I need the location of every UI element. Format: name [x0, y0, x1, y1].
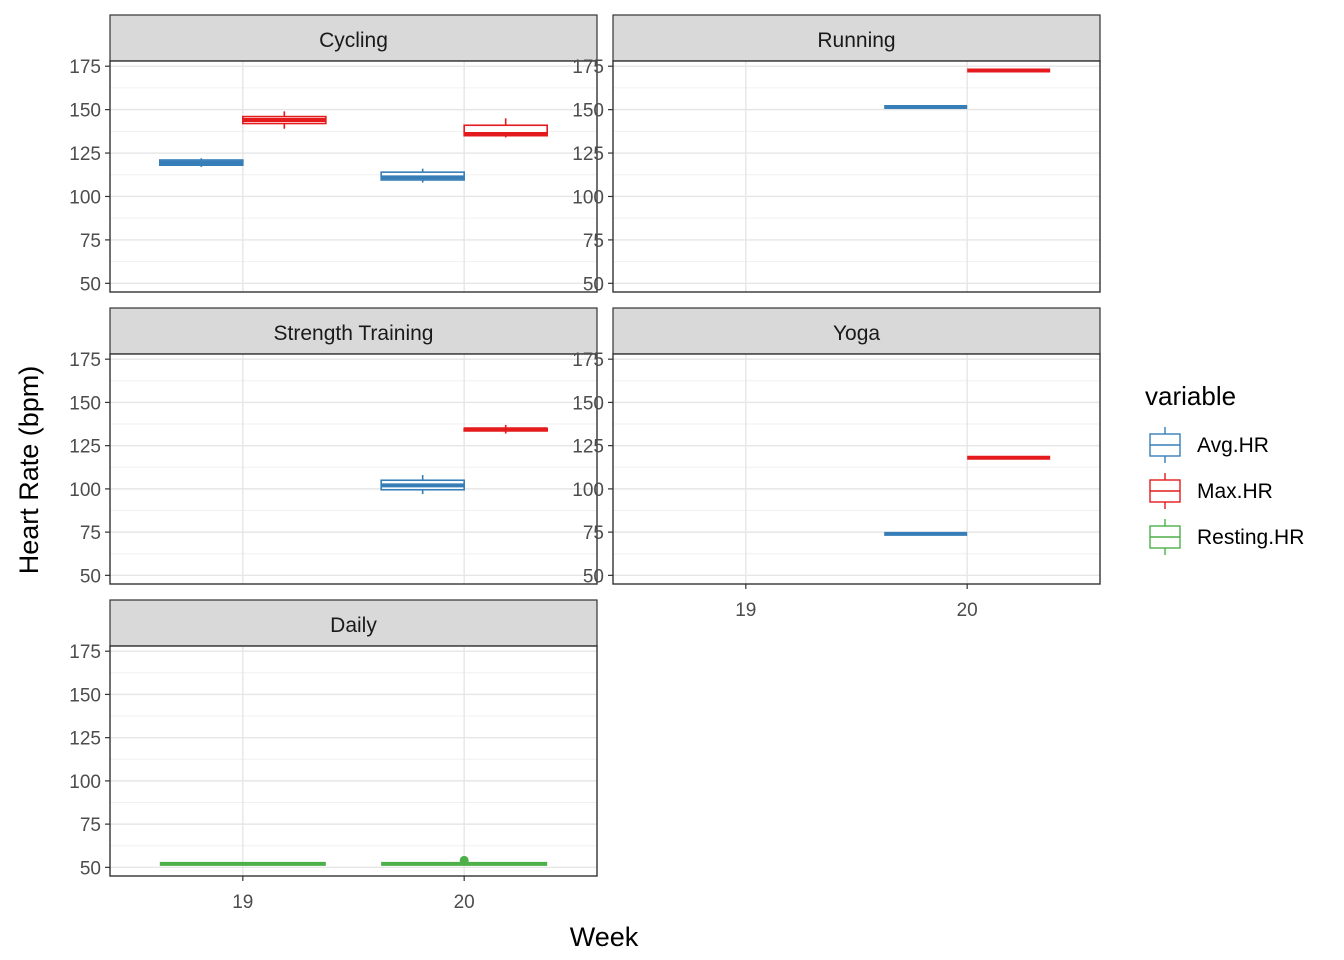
- legend-label: Avg.HR: [1197, 434, 1269, 457]
- y-tick-label: 125: [572, 437, 604, 458]
- box-outlier-point: [459, 855, 469, 865]
- y-tick-label: 50: [583, 274, 604, 295]
- y-tick-label: 100: [69, 772, 101, 793]
- y-tick-label: 150: [572, 101, 604, 122]
- facet-strip-label: Daily: [330, 614, 377, 637]
- y-tick-label: 175: [69, 57, 101, 78]
- y-tick-label: 75: [80, 523, 101, 544]
- y-tick-label: 175: [69, 350, 101, 371]
- facet-strip: [109, 599, 598, 647]
- y-tick-label: 125: [69, 144, 101, 165]
- x-axis-title: Week: [570, 922, 639, 952]
- y-tick-label: 100: [572, 480, 604, 501]
- y-tick-label: 75: [80, 231, 101, 252]
- panel-border: [109, 353, 598, 585]
- y-tick-label: 50: [80, 858, 101, 879]
- legend: variable Avg.HR Max.HR Resting.HR: [1145, 381, 1304, 557]
- facet-strip-label: Strength Training: [274, 322, 434, 345]
- facet-strip-label: Yoga: [833, 322, 880, 345]
- y-tick-label: 125: [572, 144, 604, 165]
- y-tick-label: 100: [69, 480, 101, 501]
- y-tick-label: 50: [583, 566, 604, 587]
- panel-border: [612, 60, 1101, 293]
- facet-strip: [109, 14, 598, 62]
- y-tick-label: 175: [69, 642, 101, 663]
- panel-border: [612, 353, 1101, 585]
- panel-background: [110, 354, 597, 584]
- box-resting-hr-week-20: [381, 855, 548, 866]
- y-tick-label: 75: [583, 231, 604, 252]
- y-tick-label: 50: [80, 566, 101, 587]
- facet-panel-daily: Daily 50 75 100 125 150 175 19 20: [69, 599, 598, 913]
- panel-border: [109, 645, 598, 877]
- legend-item-avg-hr: Avg.HR: [1145, 425, 1269, 465]
- box-max-hr-week-20: [463, 118, 548, 138]
- y-tick-label: 150: [69, 685, 101, 706]
- facet-panel-cycling: Cycling 50 75 100 125 150 175: [69, 14, 598, 295]
- y-tick-label: 100: [572, 187, 604, 208]
- x-tick-label: 19: [232, 892, 253, 913]
- y-tick-label: 150: [572, 393, 604, 414]
- box-max-hr-week-19: [242, 111, 327, 129]
- legend-label: Max.HR: [1197, 480, 1273, 503]
- facet-strip-label: Cycling: [319, 29, 388, 52]
- x-tick-label: 19: [735, 600, 756, 621]
- panels-layer: Cycling 50 75 100 125 150 175 Running 50 75 100 125…: [69, 14, 1101, 913]
- y-tick-label: 125: [69, 437, 101, 458]
- y-tick-label: 125: [69, 729, 101, 750]
- panel-border: [109, 60, 598, 293]
- box-avg-hr-week-19: [159, 158, 244, 167]
- y-tick-label: 175: [572, 57, 604, 78]
- box-max-hr-week-20: [463, 424, 548, 434]
- y-tick-label: 175: [572, 350, 604, 371]
- y-tick-label: 75: [80, 815, 101, 836]
- facet-panel-strength-training: Strength Training 50 75 100 125 150 175: [69, 307, 598, 587]
- panel-background: [110, 61, 597, 292]
- facet-strip: [612, 14, 1101, 62]
- x-tick-label: 20: [454, 892, 475, 913]
- box-avg-hr-week-20: [380, 475, 465, 495]
- legend-title: variable: [1145, 381, 1236, 411]
- x-tick-label: 20: [957, 600, 978, 621]
- y-tick-label: 50: [80, 274, 101, 295]
- y-tick-label: 150: [69, 393, 101, 414]
- legend-item-resting-hr: Resting.HR: [1145, 517, 1304, 557]
- y-tick-label: 150: [69, 101, 101, 122]
- panel-background: [110, 646, 597, 876]
- legend-label: Resting.HR: [1197, 526, 1304, 549]
- y-tick-label: 75: [583, 523, 604, 544]
- panel-background: [613, 61, 1100, 292]
- facet-strip-label: Running: [817, 29, 895, 52]
- facet-panel-running: Running 50 75 100 125 150 175: [572, 14, 1101, 295]
- facet-strip: [109, 307, 598, 355]
- y-axis-title: Heart Rate (bpm): [14, 366, 44, 575]
- y-tick-label: 100: [69, 187, 101, 208]
- legend-item-max-hr: Max.HR: [1145, 471, 1273, 511]
- panel-background: [613, 354, 1100, 584]
- facet-panel-yoga: Yoga 50 75 100 125 150 175 19 20: [572, 307, 1101, 621]
- facet-strip: [612, 307, 1101, 355]
- box-avg-hr-week-20: [380, 168, 465, 183]
